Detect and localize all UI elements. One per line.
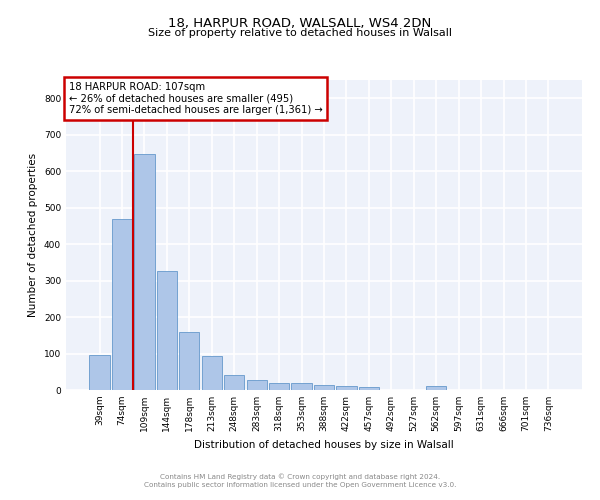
Bar: [112, 218, 132, 390]
Bar: [292, 382, 311, 390]
Bar: [224, 374, 244, 390]
Bar: [89, 356, 110, 390]
Bar: [314, 384, 334, 390]
X-axis label: Distribution of detached houses by size in Walsall: Distribution of detached houses by size …: [194, 440, 454, 450]
Text: 18, HARPUR ROAD, WALSALL, WS4 2DN: 18, HARPUR ROAD, WALSALL, WS4 2DN: [169, 18, 431, 30]
Text: 18 HARPUR ROAD: 107sqm
← 26% of detached houses are smaller (495)
72% of semi-de: 18 HARPUR ROAD: 107sqm ← 26% of detached…: [68, 82, 322, 115]
Bar: [202, 356, 222, 390]
Bar: [269, 382, 289, 390]
Bar: [179, 332, 199, 390]
Bar: [134, 154, 155, 390]
Bar: [247, 380, 267, 390]
Bar: [426, 386, 446, 390]
Bar: [359, 388, 379, 390]
Text: Contains HM Land Registry data © Crown copyright and database right 2024.
Contai: Contains HM Land Registry data © Crown c…: [144, 474, 456, 488]
Bar: [157, 272, 177, 390]
Text: Size of property relative to detached houses in Walsall: Size of property relative to detached ho…: [148, 28, 452, 38]
Bar: [337, 386, 356, 390]
Y-axis label: Number of detached properties: Number of detached properties: [28, 153, 38, 317]
